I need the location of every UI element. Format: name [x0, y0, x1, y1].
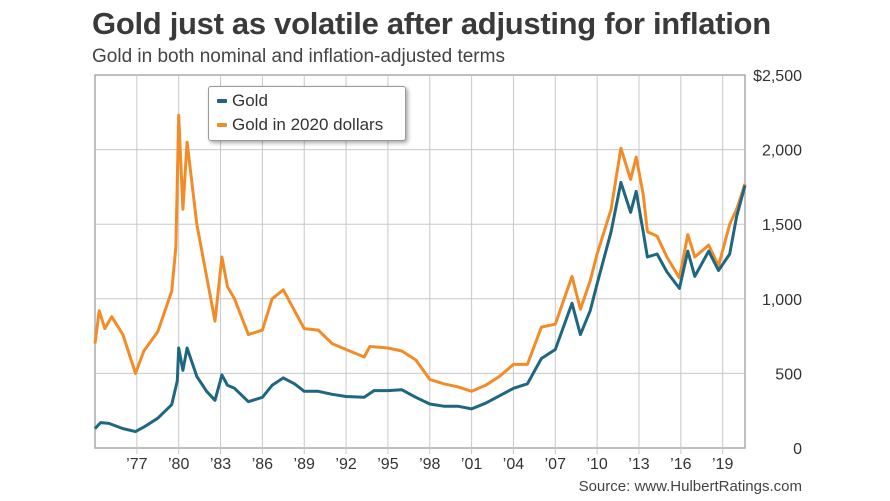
- legend-swatch-gold-2020-dollars: [217, 123, 227, 127]
- y-tick-label: 1,500: [762, 217, 802, 234]
- plot-frame: [94, 74, 746, 449]
- x-tick-label: ’10: [586, 456, 607, 473]
- y-tick-label: $2,500: [753, 68, 802, 85]
- y-tick-label: 1,000: [762, 292, 802, 309]
- y-tick-label: 0: [793, 441, 802, 458]
- x-tick-label: ’92: [335, 456, 356, 473]
- x-tick-label: ’80: [168, 456, 189, 473]
- x-tick-label: ’07: [545, 456, 566, 473]
- chart-title: Gold just as volatile after adjusting fo…: [92, 6, 771, 41]
- x-tick-label: ’83: [210, 456, 231, 473]
- legend-item-gold: Gold: [217, 91, 268, 111]
- legend-swatch-gold: [217, 99, 227, 103]
- x-tick-label: ’16: [670, 456, 691, 473]
- grid: [94, 74, 746, 454]
- x-tick-label: ’86: [252, 456, 273, 473]
- x-tick-label: ’19: [712, 456, 733, 473]
- legend-label: Gold: [232, 91, 268, 110]
- source-note: Source: www.HulbertRatings.com: [578, 478, 802, 495]
- series-line-gold: [93, 180, 747, 434]
- series-line-gold-in-2020-dollars: [93, 113, 747, 393]
- x-tick-label: ’77: [126, 456, 147, 473]
- legend-item-gold-2020-dollars: Gold in 2020 dollars: [217, 115, 383, 135]
- chart-subtitle: Gold in both nominal and inflation-adjus…: [92, 46, 505, 67]
- legend-label: Gold in 2020 dollars: [232, 115, 384, 134]
- series-lines: [93, 113, 747, 434]
- x-tick-label: ’89: [294, 456, 315, 473]
- y-tick-label: 2,000: [762, 143, 802, 160]
- y-axis: 0 500 1,000 1,500 2,000 $2,500: [753, 68, 802, 458]
- y-tick-label: 500: [775, 366, 802, 383]
- x-axis: ’77 ’80 ’83 ’86 ’89 ’92 ’95 ’98 ’01 ’04 ’07 ’10 ’13 ’…: [126, 456, 733, 473]
- x-tick-label: ’13: [628, 456, 649, 473]
- legend: Gold Gold in 2020 dollars: [208, 86, 406, 141]
- x-tick-label: ’95: [377, 456, 398, 473]
- x-tick-label: ’04: [503, 456, 524, 473]
- x-tick-label: ’01: [461, 456, 482, 473]
- x-tick-label: ’98: [419, 456, 440, 473]
